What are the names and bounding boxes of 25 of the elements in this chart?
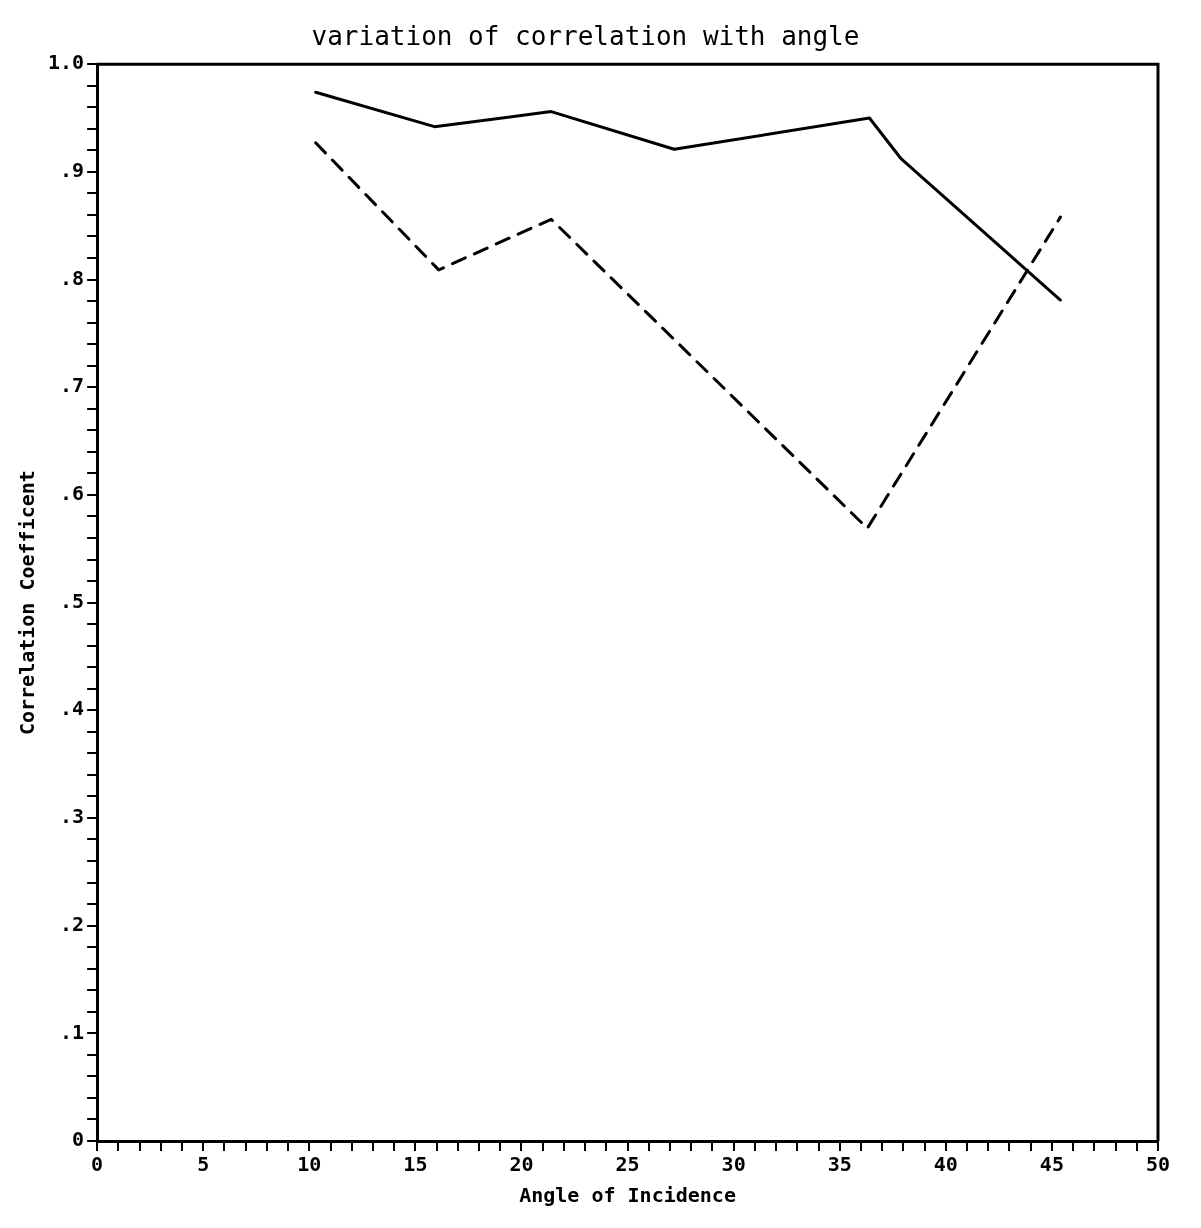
x-axis-title: Angle of Incidence bbox=[519, 1183, 736, 1208]
y-tick-label: .6 bbox=[60, 481, 85, 506]
y-tick-label: .9 bbox=[60, 158, 85, 183]
x-tick-label: 45 bbox=[1039, 1152, 1064, 1177]
x-tick-label: 35 bbox=[827, 1152, 852, 1177]
y-tick-label: 0 bbox=[72, 1127, 85, 1152]
x-tick-label: 25 bbox=[615, 1152, 640, 1177]
x-tick-label: 10 bbox=[297, 1152, 322, 1177]
chart-title: variation of correlation with angle bbox=[311, 21, 860, 52]
y-axis-title: Correlation Coefficent bbox=[15, 470, 40, 736]
y-tick-label: 1.0 bbox=[48, 50, 85, 75]
x-tick-label: 30 bbox=[721, 1152, 746, 1177]
y-tick-label: .2 bbox=[60, 911, 85, 936]
y-tick-label: .4 bbox=[60, 696, 85, 721]
y-tick-label: .7 bbox=[60, 373, 85, 398]
x-tick-label: 40 bbox=[933, 1152, 958, 1177]
x-tick-label: 15 bbox=[403, 1152, 428, 1177]
x-tick-label: 0 bbox=[91, 1152, 104, 1177]
y-tick-label: .3 bbox=[60, 804, 85, 829]
x-tick-label: 20 bbox=[509, 1152, 534, 1177]
y-tick-label: .5 bbox=[60, 588, 85, 613]
y-tick-label: .8 bbox=[60, 265, 85, 290]
y-tick-label: .1 bbox=[60, 1019, 85, 1044]
x-tick-label: 50 bbox=[1145, 1152, 1171, 1177]
x-tick-label: 5 bbox=[197, 1152, 210, 1177]
